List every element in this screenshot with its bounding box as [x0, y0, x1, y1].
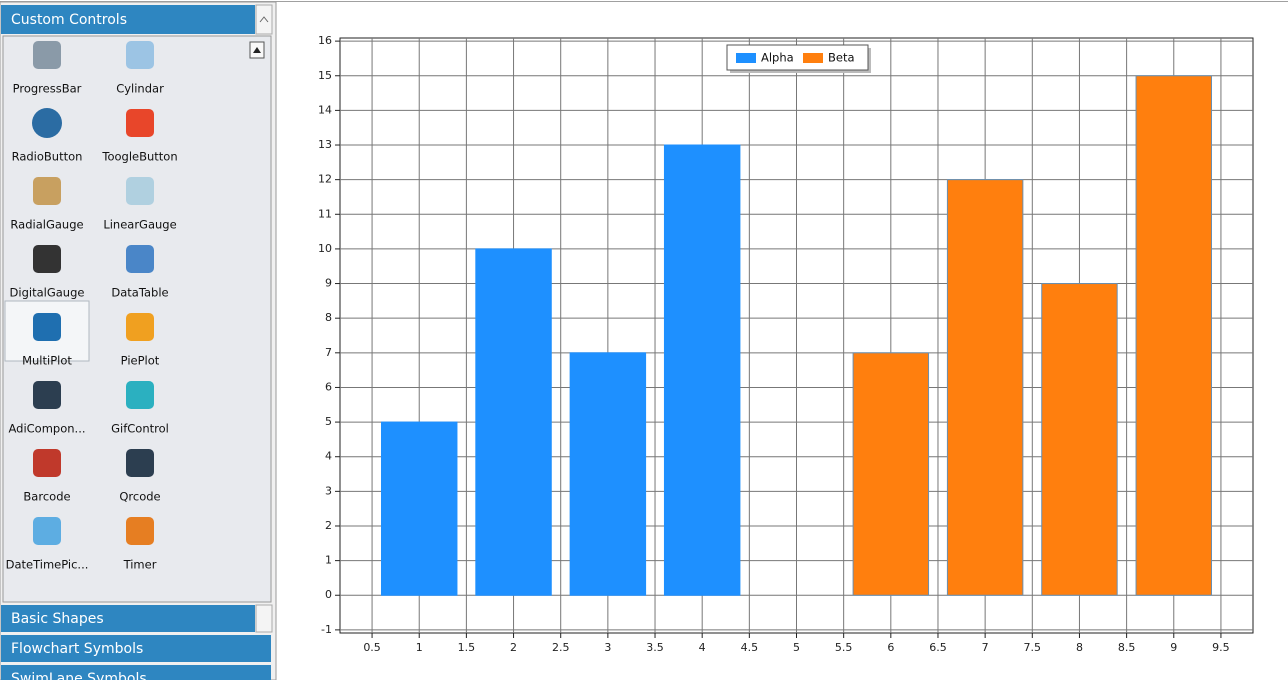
collapse-button[interactable]	[255, 4, 273, 35]
section-header[interactable]	[1, 635, 271, 662]
x-tick-label: 4	[699, 641, 706, 654]
item-label[interactable]: ToogleButton	[101, 150, 177, 164]
item-icon	[126, 313, 154, 341]
item-label[interactable]: ProgressBar	[13, 82, 82, 96]
item-icon	[126, 449, 154, 477]
section-header[interactable]	[1, 605, 255, 632]
item-label[interactable]: MultiPlot	[22, 354, 72, 368]
y-tick-label: 4	[325, 450, 332, 463]
item-label[interactable]: GifControl	[111, 422, 169, 436]
item-icon	[33, 449, 61, 477]
y-tick-label: 9	[325, 277, 332, 290]
x-tick-label: 5.5	[835, 641, 853, 654]
panel-header[interactable]	[1, 5, 255, 34]
item-label[interactable]: DigitalGauge	[10, 286, 85, 300]
y-tick-label: 0	[325, 588, 332, 601]
item-label[interactable]: Qrcode	[119, 490, 160, 504]
y-tick-label: 13	[318, 138, 332, 151]
chevron	[259, 16, 269, 23]
item-label[interactable]: DateTimePic...	[6, 558, 89, 572]
x-tick-label: 9	[1170, 641, 1177, 654]
bar	[475, 248, 552, 596]
item-label[interactable]: DataTable	[111, 286, 168, 300]
x-tick-label: 7	[982, 641, 989, 654]
y-tick-label: 11	[318, 207, 332, 220]
item-label[interactable]: PiePlot	[121, 354, 160, 368]
collapse-button[interactable]	[255, 604, 273, 633]
x-tick-label: 8.5	[1118, 641, 1136, 654]
legend-swatch	[736, 53, 756, 63]
y-tick-label: 5	[325, 415, 332, 428]
bar	[852, 352, 930, 596]
x-tick-label: 0.5	[363, 641, 381, 654]
x-tick-label: 6.5	[929, 641, 947, 654]
x-tick-label: 8	[1076, 641, 1083, 654]
x-tick-label: 9.5	[1212, 641, 1230, 654]
y-tick-label: 1	[325, 554, 332, 567]
x-tick-label: 1	[416, 641, 423, 654]
item-icon	[126, 41, 154, 69]
item-icon	[33, 313, 61, 341]
section-header-text: Flowchart Symbols	[11, 641, 143, 657]
item-icon	[126, 177, 154, 205]
item-icon	[33, 381, 61, 409]
item-icon	[33, 177, 61, 205]
bar	[569, 352, 647, 596]
y-tick-label: 2	[325, 519, 332, 532]
x-tick-label: 5	[793, 641, 800, 654]
item-icon	[126, 517, 154, 545]
item-label[interactable]: AdiCompon...	[8, 422, 85, 436]
y-tick-label: 6	[325, 380, 332, 393]
item-icon	[126, 245, 154, 273]
x-tick-label: 1.5	[458, 641, 476, 654]
item-icon	[33, 41, 61, 69]
legend-label: Alpha	[761, 51, 794, 65]
y-tick-label: 7	[325, 346, 332, 359]
y-tick-label: 14	[318, 103, 332, 116]
x-tick-label: 2.5	[552, 641, 570, 654]
y-tick-label: 12	[318, 173, 332, 186]
x-tick-label: 3	[604, 641, 611, 654]
y-tick-label: 8	[325, 311, 332, 324]
y-tick-label: -1	[321, 623, 332, 636]
item-label[interactable]: Cylindar	[116, 82, 164, 96]
arrow	[253, 47, 261, 53]
y-tick-label: 15	[318, 69, 332, 82]
y-tick-label: 16	[318, 34, 332, 47]
section-header-text: SwimLane Symbols	[11, 671, 147, 680]
item-label[interactable]: RadioButton	[12, 150, 83, 164]
item-label[interactable]: Barcode	[23, 490, 70, 504]
legend-swatch	[803, 53, 823, 63]
item-icon	[126, 109, 154, 137]
x-tick-label: 7.5	[1024, 641, 1042, 654]
item-label[interactable]: Timer	[123, 558, 157, 572]
item-label[interactable]: RadialGauge	[10, 218, 83, 232]
section-header[interactable]	[1, 665, 271, 684]
bar	[663, 144, 741, 596]
legend-label: Beta	[828, 51, 855, 65]
item-icon	[33, 245, 61, 273]
y-tick-label: 10	[318, 242, 332, 255]
bar	[1135, 75, 1212, 596]
item-icon	[33, 517, 61, 545]
section-header-text: Basic Shapes	[11, 611, 104, 627]
bar	[946, 179, 1024, 596]
item-label[interactable]: LinearGauge	[103, 218, 176, 232]
bar	[1041, 283, 1118, 596]
bar	[381, 421, 458, 596]
panel-header-text: Custom Controls	[11, 12, 127, 28]
y-tick-label: 3	[325, 484, 332, 497]
item-icon	[126, 381, 154, 409]
x-tick-label: 2	[510, 641, 517, 654]
item-icon	[32, 108, 62, 138]
x-tick-label: 4.5	[741, 641, 759, 654]
x-tick-label: 6	[887, 641, 894, 654]
x-tick-label: 3.5	[646, 641, 664, 654]
